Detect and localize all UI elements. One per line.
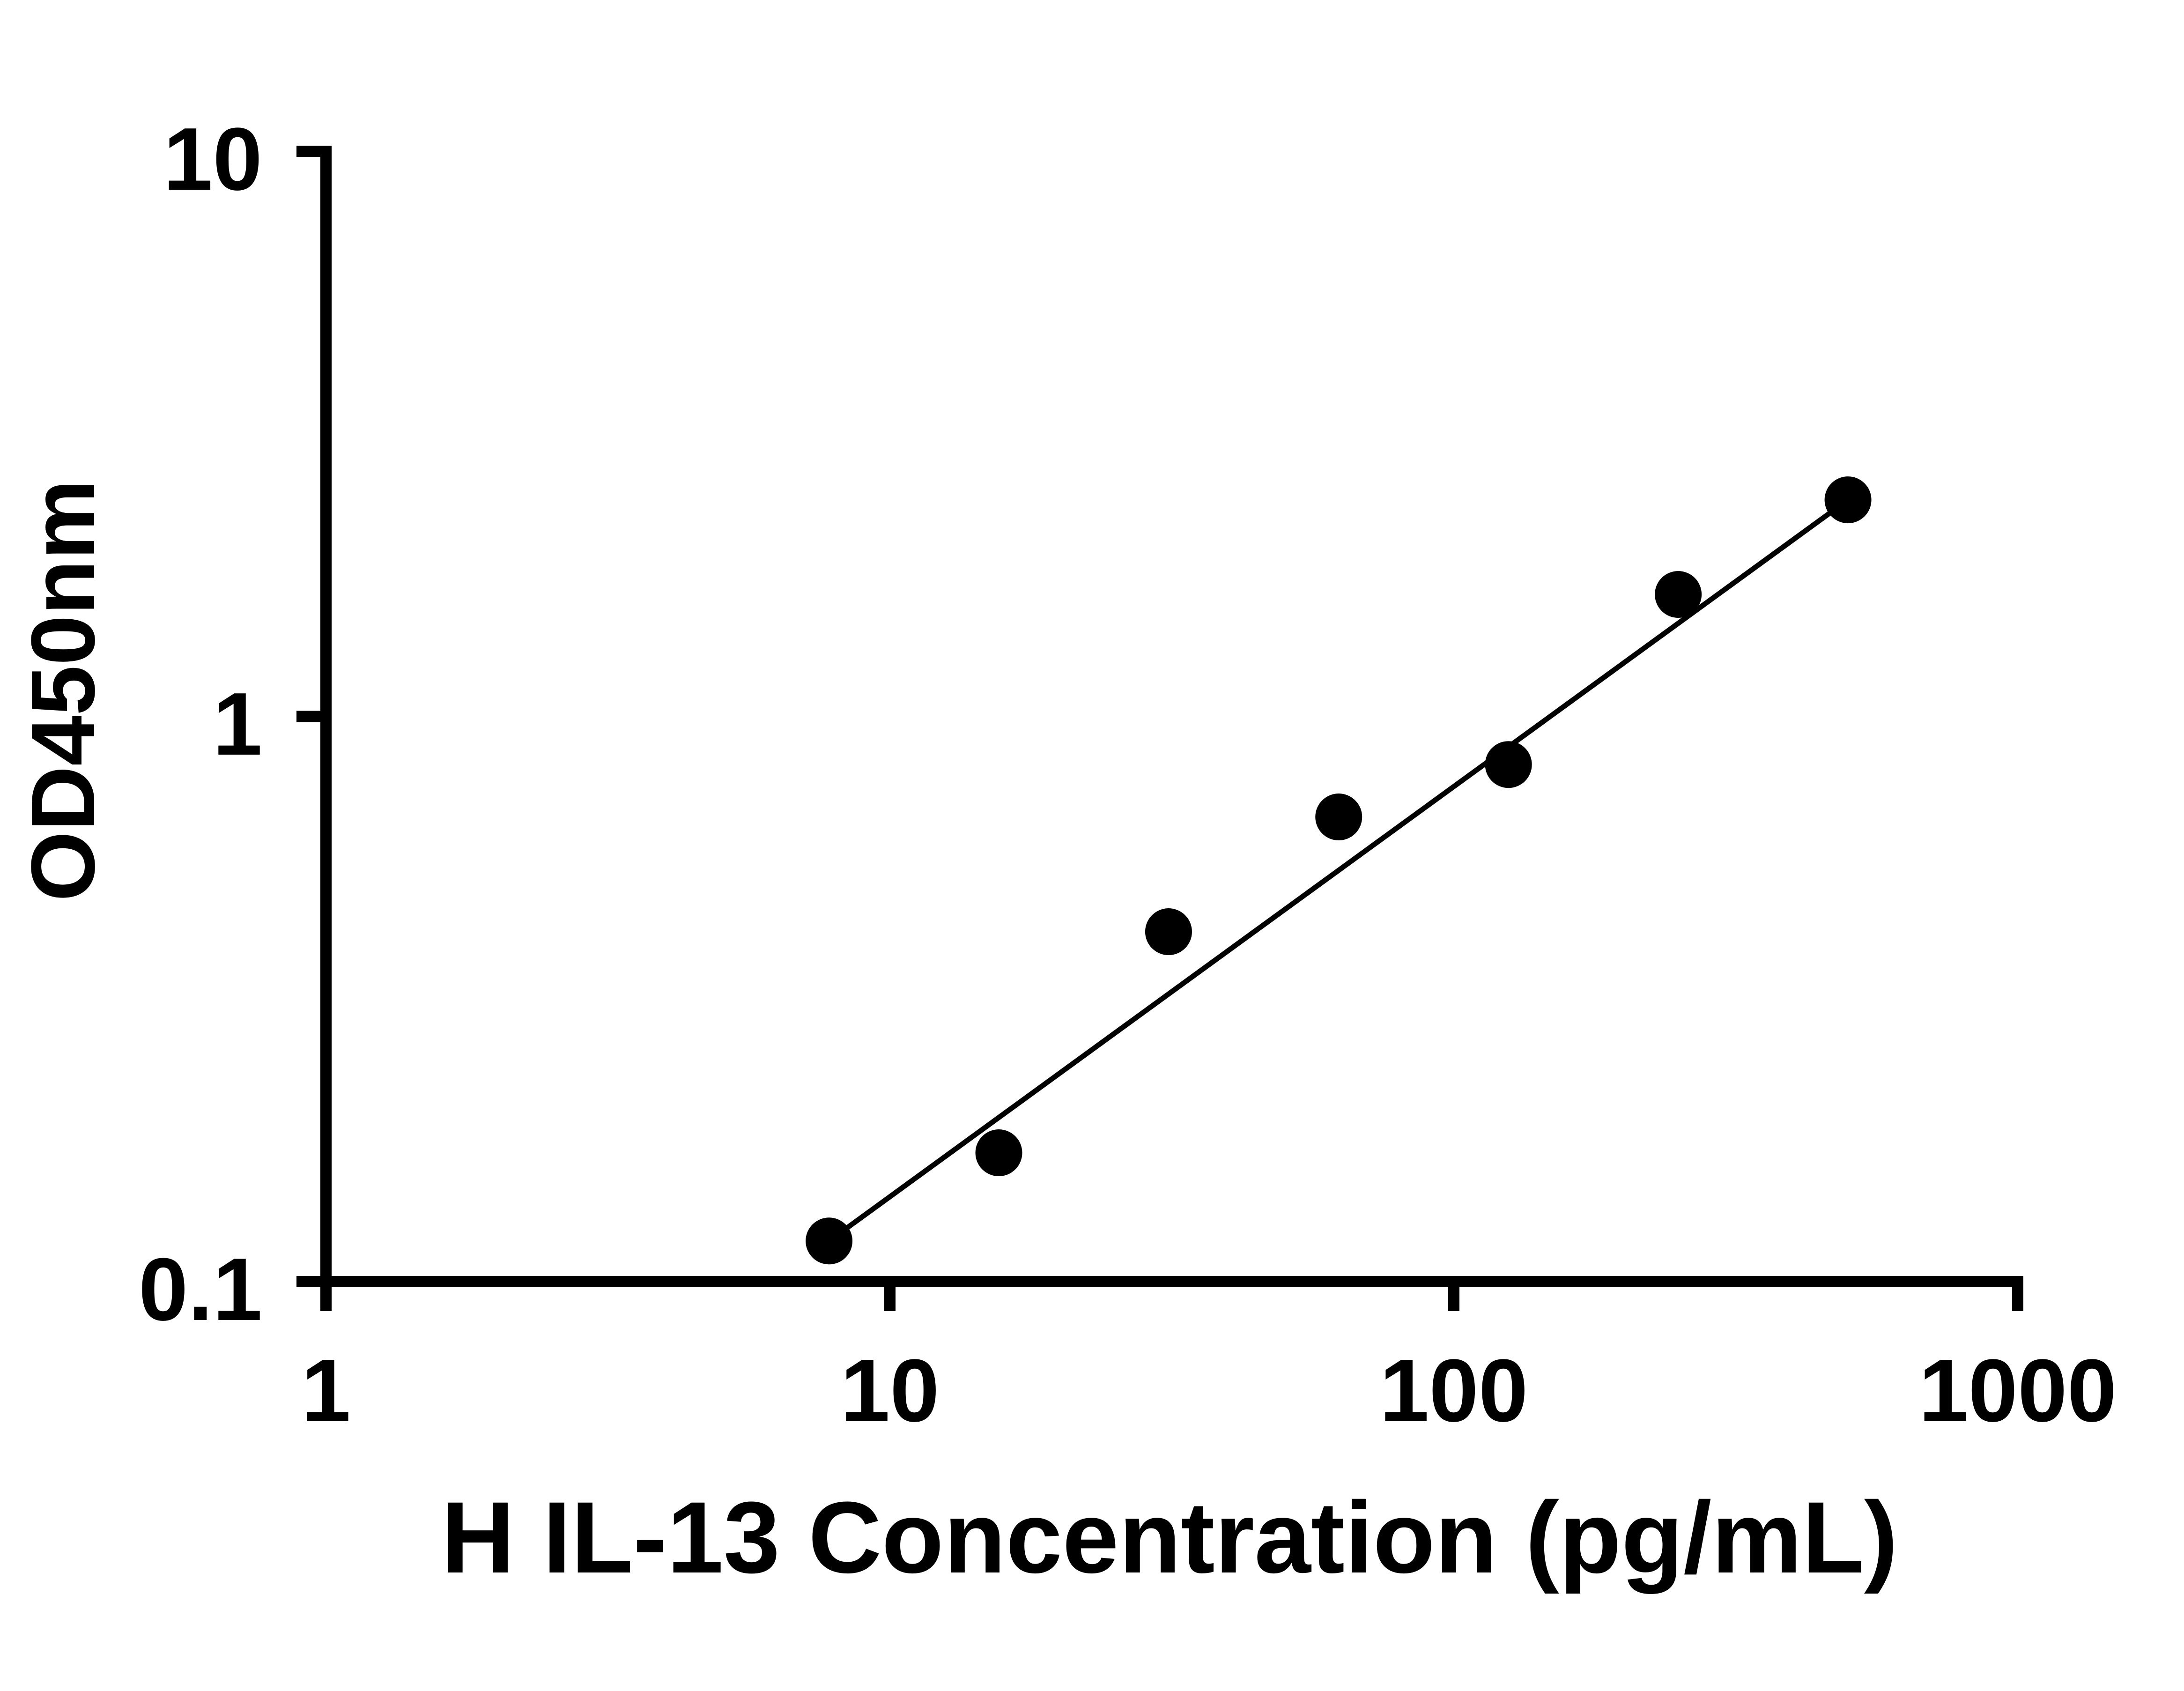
svg-text:1000: 1000	[1919, 1341, 2117, 1440]
svg-text:10: 10	[840, 1341, 939, 1440]
svg-text:1: 1	[301, 1341, 351, 1440]
svg-text:100: 100	[1379, 1341, 1528, 1440]
svg-text:OD450nm: OD450nm	[12, 479, 113, 901]
svg-text:0.1: 0.1	[139, 1240, 262, 1339]
svg-text:H IL-13 Concentration (pg/mL): H IL-13 Concentration (pg/mL)	[441, 1481, 1898, 1594]
svg-text:10: 10	[163, 110, 262, 209]
svg-text:1: 1	[213, 675, 262, 774]
